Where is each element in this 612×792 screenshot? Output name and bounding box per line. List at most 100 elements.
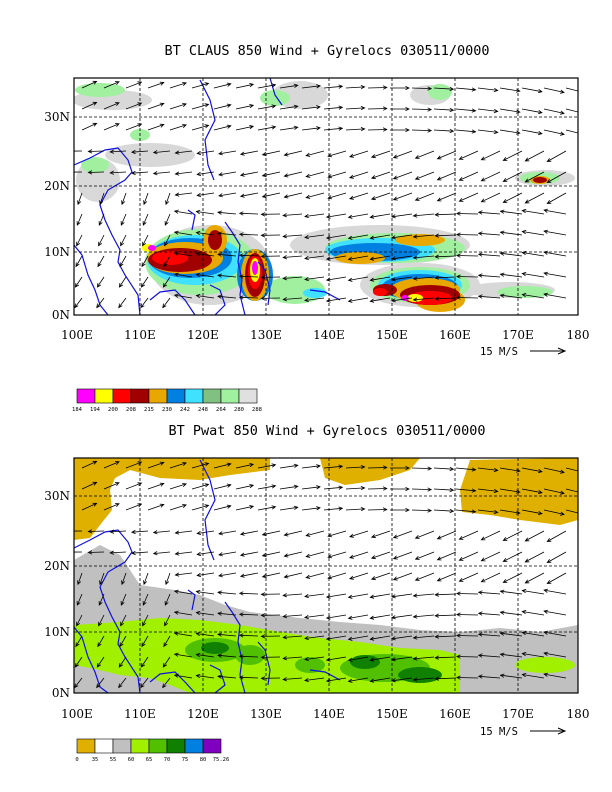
wind-arrow: [103, 503, 120, 511]
colorbar-label: 75: [182, 757, 189, 763]
colorbar-label: 215: [144, 407, 154, 413]
svg-text:20N: 20N: [44, 559, 70, 573]
wind-arrow: [152, 551, 171, 556]
wind-arrow: [565, 87, 578, 92]
wind-arrow: [367, 486, 388, 491]
wind-arrow: [345, 507, 366, 512]
wind-arrow: [521, 271, 545, 278]
wind-arrow: [390, 127, 410, 133]
wind-arrow: [301, 506, 321, 511]
wind-arrow: [217, 294, 237, 299]
wind-arrow: [305, 551, 325, 558]
wind-arrow: [499, 509, 521, 515]
wind-arrow: [345, 465, 366, 470]
wind-arrow: [98, 234, 105, 247]
wind-arrow: [345, 127, 366, 132]
wind-arrow: [173, 589, 193, 595]
wind-arrow: [218, 572, 237, 578]
wind-arrow: [436, 530, 457, 540]
wind-arrow: [390, 486, 410, 492]
wind-arrow: [235, 463, 255, 469]
wind-arrow: [546, 572, 567, 584]
wind-arrow: [434, 592, 457, 597]
colorbar-label: 35: [92, 757, 99, 763]
wind-arrow: [327, 572, 347, 580]
wind-arrow: [349, 171, 369, 179]
wind-arrow: [125, 102, 143, 110]
wind-arrow: [370, 572, 391, 581]
wind-arrow: [458, 572, 479, 582]
wind-arrow: [414, 192, 435, 201]
wind-arrow: [152, 150, 171, 155]
wind-arrow: [480, 530, 501, 541]
wind-arrow: [87, 529, 105, 534]
svg-text:110E: 110E: [124, 707, 156, 721]
wind-arrow: [97, 635, 105, 648]
wind-arrow: [390, 656, 413, 662]
wind-arrow: [412, 614, 435, 619]
colorbar: 184 194 200 208 215 230 242 248 264 280 288: [72, 388, 262, 413]
wind-arrow: [327, 171, 347, 179]
wind-arrow: [546, 551, 567, 563]
wind-arrow: [81, 80, 98, 89]
wind-arrow: [367, 85, 388, 90]
wind-arrow: [412, 255, 435, 260]
wind-arrow: [458, 530, 479, 540]
wind-arrow: [147, 503, 165, 511]
wind-arrow: [174, 192, 193, 197]
wind-arrow: [238, 675, 259, 680]
wind-arrow: [81, 460, 98, 469]
wind-arrow: [524, 551, 545, 563]
wind-arrow: [98, 614, 105, 627]
wind-arrow: [455, 654, 479, 659]
wind-arrow: [347, 656, 369, 662]
wind-arrow: [195, 209, 215, 215]
wind-arrow: [304, 614, 325, 620]
wind-arrow: [147, 461, 165, 469]
colorbar-swatch: [202, 738, 222, 754]
wind-arrow: [565, 509, 578, 514]
wind-arrow: [196, 150, 215, 156]
wind-arrow: [458, 171, 479, 181]
wind-arrow: [260, 613, 281, 618]
wind-arrow: [477, 467, 499, 473]
wind-arrow: [196, 530, 215, 536]
wind-arrow: [257, 463, 277, 469]
wind-arrow: [499, 108, 521, 114]
wind-arrow: [77, 572, 83, 586]
wind-arrow: [390, 677, 413, 683]
wind-arrow: [118, 276, 127, 288]
wind-arrow: [455, 108, 477, 113]
wind-arrow: [390, 593, 413, 599]
wind-arrow: [103, 102, 120, 110]
wind-arrow: [103, 81, 120, 89]
colorbar-swatch: [166, 388, 186, 404]
wind-arrow: [239, 150, 259, 156]
wind-arrow: [521, 87, 543, 94]
wind-arrow: [477, 611, 501, 616]
wind-arrow: [349, 551, 369, 559]
wind-arrow: [502, 150, 523, 161]
wind-arrow: [119, 255, 127, 268]
colorbar-label: 230: [162, 407, 172, 413]
wind-arrow: [238, 633, 259, 638]
wind-arrow: [195, 589, 215, 595]
wind-arrow: [304, 276, 325, 282]
wind-arrow: [279, 83, 299, 89]
wind-arrow: [74, 276, 83, 288]
wind-arrow: [238, 612, 259, 617]
svg-text:180: 180: [567, 328, 590, 342]
wind-arrow: [349, 530, 369, 538]
wind-arrow: [305, 192, 325, 199]
wind-arrow: [392, 171, 413, 180]
wind-arrow: [260, 233, 281, 238]
wind-arrow: [347, 276, 369, 282]
wind-arrow: [477, 294, 501, 299]
wind-arrow: [325, 656, 347, 662]
wind-arrow: [257, 484, 277, 490]
wind-arrow: [546, 530, 567, 542]
wind-arrow: [152, 530, 171, 535]
wind-arrow: [347, 297, 369, 303]
wind-arrow: [392, 192, 413, 201]
